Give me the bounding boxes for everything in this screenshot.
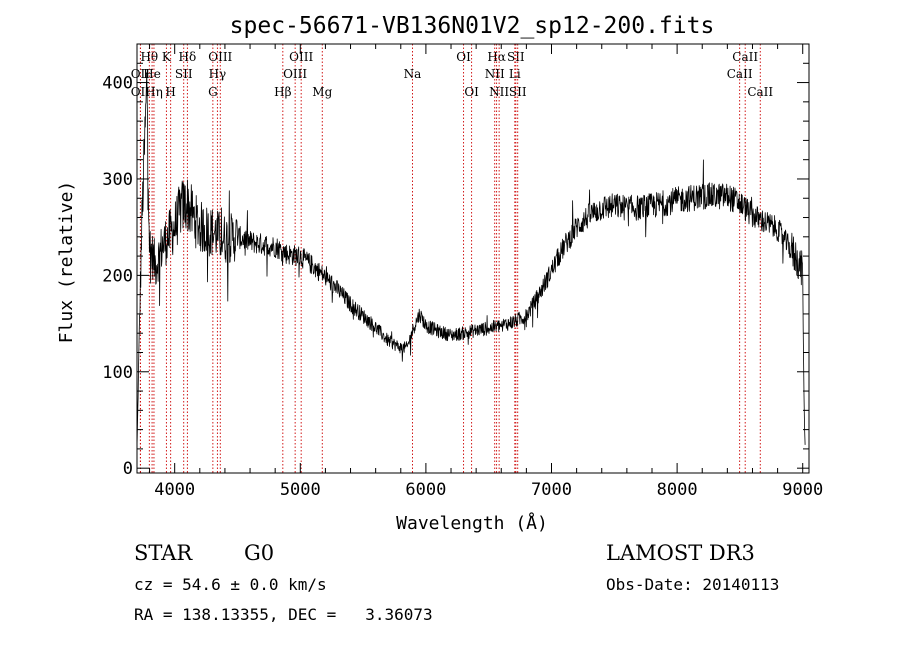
line-marker-label: CaII (732, 50, 758, 64)
line-marker-label: SII (507, 50, 525, 64)
y-tick-label: 400 (102, 74, 133, 94)
line-marker-label: Hα (487, 50, 506, 64)
line-marker-label: Hδ (179, 50, 197, 64)
axis-ticks (137, 43, 809, 473)
y-tick-labels: 0 100 200 300 400 (102, 74, 133, 480)
x-tick-label: 8000 (657, 480, 698, 500)
line-marker-label: OIII (208, 50, 232, 64)
line-marker-label: Hθ (140, 50, 158, 64)
plot-frame (136, 43, 810, 474)
velocity-readout: cz = 54.6 ± 0.0 km/s (134, 575, 327, 594)
y-tick-label: 100 (102, 363, 133, 383)
line-marker-label: Hη (145, 85, 163, 99)
line-marker-label: He (143, 67, 161, 81)
line-marker-label: Na (404, 67, 422, 81)
x-tick-label: 5000 (280, 480, 321, 500)
line-marker-label: NII (489, 85, 509, 99)
x-tick-label: 6000 (405, 480, 446, 500)
line-marker-label: NII (485, 67, 505, 81)
chart-title: spec-56671-VB136N01V2_sp12-200.fits (230, 13, 715, 39)
coordinates: RA = 138.13355, DEC = 3.36073 (134, 605, 433, 624)
object-class: STAR (134, 541, 193, 565)
y-tick-label: 200 (102, 266, 133, 286)
x-tick-label: 4000 (154, 480, 195, 500)
line-marker-label: SII (509, 85, 527, 99)
line-marker-label: H (165, 85, 175, 99)
obs-date: Obs-Date: 20140113 (606, 575, 779, 594)
line-marker-label: CaII (747, 85, 773, 99)
x-tick-labels: 4000 5000 6000 7000 8000 9000 (154, 480, 823, 500)
line-marker-label: OIII (283, 67, 307, 81)
line-marker-label: OI (456, 50, 471, 64)
line-marker-label: K (162, 50, 172, 64)
line-marker-label: OII (131, 85, 151, 99)
line-marker-label: SII (175, 67, 193, 81)
object-subclass: G0 (244, 541, 274, 565)
line-marker-label: G (208, 85, 218, 99)
x-tick-label: 7000 (531, 480, 572, 500)
line-marker-label: Hγ (209, 67, 227, 81)
line-marker-label: OII (131, 67, 151, 81)
line-marker-label: Hβ (274, 85, 291, 99)
line-marker-label: Li (509, 67, 521, 81)
x-axis-label: Wavelength (Å) (396, 512, 548, 534)
y-tick-label: 0 (123, 459, 133, 479)
y-axis-label: Flux (relative) (56, 181, 77, 344)
spectrum-line (136, 72, 806, 449)
x-tick-label: 9000 (782, 480, 823, 500)
line-marker-label: CaII (727, 67, 753, 81)
spectrum-trace (136, 72, 806, 449)
line-marker-label: OIII (289, 50, 313, 64)
y-tick-label: 300 (102, 170, 133, 190)
line-marker-label: OI (464, 85, 479, 99)
line-marker-label: Mg (312, 85, 332, 99)
survey-name: LAMOST DR3 (606, 541, 755, 565)
